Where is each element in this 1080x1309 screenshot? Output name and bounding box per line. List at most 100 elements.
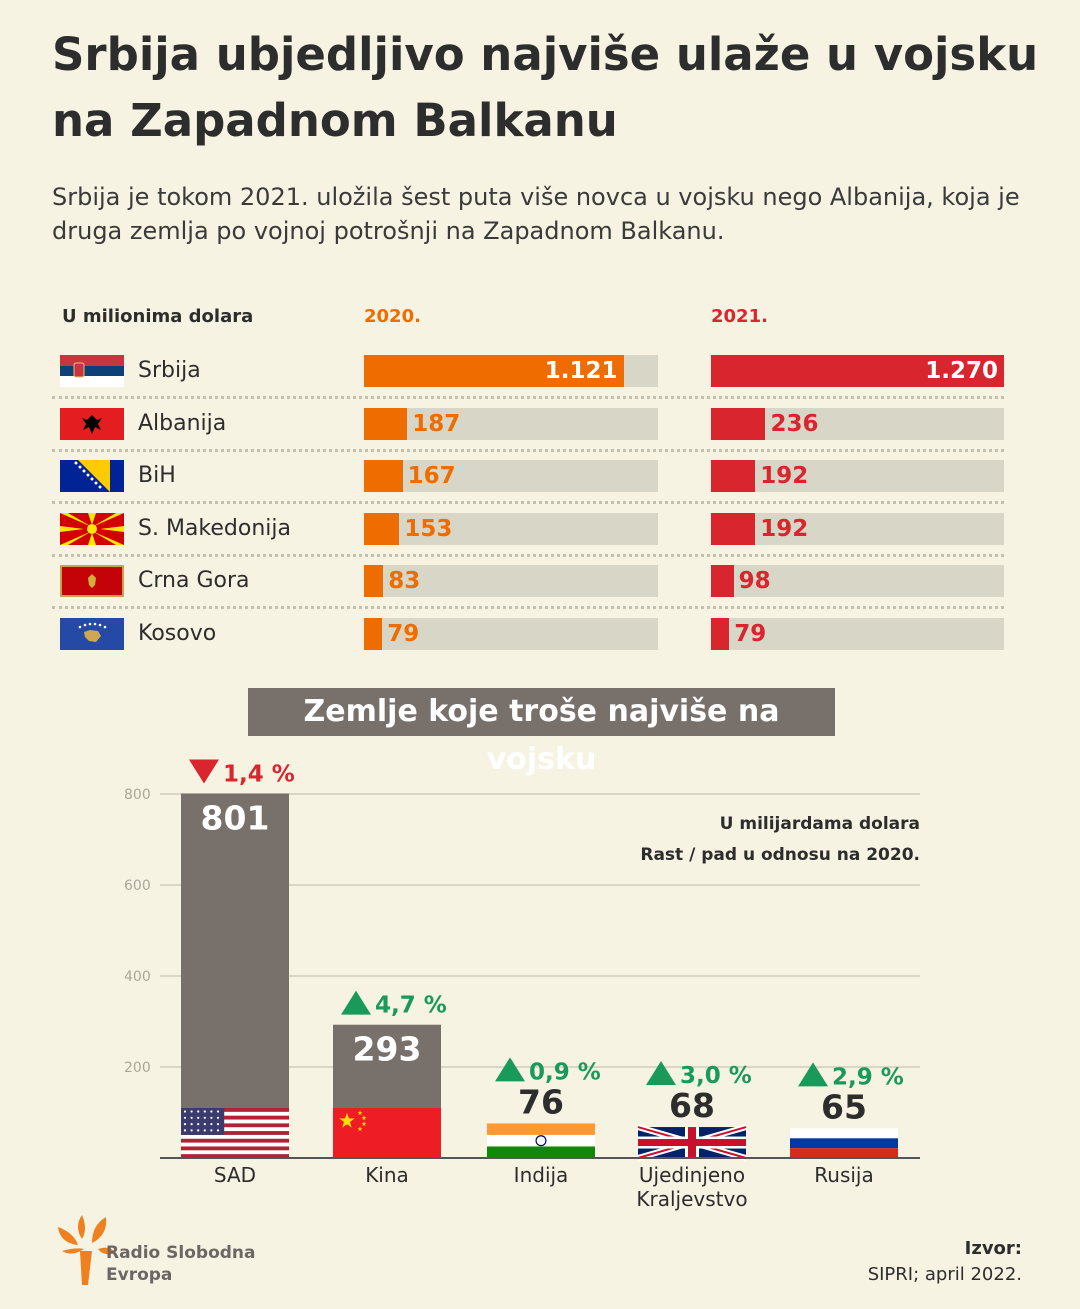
bar-2020 <box>364 512 400 545</box>
brand-line-2: Evropa <box>106 1265 173 1285</box>
albania-flag <box>60 407 124 440</box>
bar-2021 <box>711 512 756 545</box>
country-name: Kosovo <box>138 620 217 646</box>
country-name: S. Makedonija <box>138 515 291 541</box>
source-label: Izvor: <box>964 1238 1022 1259</box>
change-label: 3,0 % <box>680 1063 752 1089</box>
bar-track-2020: 167 <box>364 460 658 492</box>
value-label-2020: 167 <box>407 463 456 489</box>
value-label-2021: 1.270 <box>925 358 998 384</box>
bar-2020 <box>364 565 384 597</box>
value-label-2020: 187 <box>412 410 461 437</box>
brand-line-1: Radio Slobodna <box>106 1243 256 1263</box>
uk-flag <box>637 1124 747 1161</box>
bar-track-2021: 192 <box>711 460 1004 492</box>
bar-2020 <box>364 407 408 440</box>
rse-torch-icon <box>58 1215 116 1285</box>
world-value-label: 65 <box>821 1087 867 1126</box>
balkan-row: BiH 167 192 <box>52 460 1004 512</box>
triangle-up-icon <box>646 1061 676 1086</box>
serbia-flag <box>60 355 124 387</box>
change-label: 0,9 % <box>529 1059 601 1085</box>
world-value-label: 801 <box>201 799 270 838</box>
value-label-2021: 98 <box>738 568 771 594</box>
world-value-label: 68 <box>669 1086 715 1125</box>
china-flag <box>333 1108 441 1158</box>
row-separator <box>52 606 1004 609</box>
triangle-up-icon <box>798 1062 828 1087</box>
row-separator <box>52 553 1004 557</box>
y-tick-label: 400 <box>124 969 151 985</box>
country-name: BiH <box>138 463 176 488</box>
balkan-row: S. Makedonija 153 192 <box>52 512 1004 565</box>
balkan-row: Albanija 187 236 <box>52 407 1004 460</box>
bar-2020 <box>364 355 624 387</box>
world-bar <box>333 1024 441 1108</box>
bar-2021 <box>711 355 1004 387</box>
value-label-2020: 79 <box>387 620 420 647</box>
bar-track-2021: 1.270 <box>711 355 1004 387</box>
russia-flag <box>790 1128 898 1159</box>
bar-2020 <box>364 460 403 492</box>
value-label-2020: 83 <box>388 568 421 594</box>
world-category-label: Ujedinjeno <box>639 1163 745 1187</box>
bar-track-2020: 1.121 <box>364 355 658 387</box>
bar-2021 <box>711 407 766 440</box>
section-title: Zemlje koje troše najviše na vojsku <box>248 688 835 777</box>
bar-track-2021: 79 <box>711 617 1004 650</box>
world-category-label: SAD <box>214 1163 256 1187</box>
value-label-2021: 192 <box>760 515 809 542</box>
balkan-row: Srbija 1.121 1.270 <box>52 355 1004 407</box>
world-category-label: Kina <box>365 1163 409 1187</box>
brand-name: Radio Slobodna Evropa <box>106 1242 256 1286</box>
value-label-2020: 153 <box>404 515 453 542</box>
bar-track-2021: 236 <box>711 407 1004 440</box>
value-label-2021: 236 <box>770 410 819 437</box>
bar-track-2020: 187 <box>364 407 658 440</box>
bih-flag <box>60 460 124 492</box>
country-name: Albanija <box>138 410 227 436</box>
change-note: Rast / pad u odnosu na 2020. <box>640 845 920 865</box>
country-name: Crna Gora <box>138 568 250 593</box>
y-tick-label: 600 <box>124 878 151 894</box>
bar-track-2021: 98 <box>711 565 1004 597</box>
bar-track-2020: 79 <box>364 617 658 650</box>
value-label-2020: 1.121 <box>544 358 618 384</box>
value-label-2021: 192 <box>760 463 809 489</box>
change-label: 2,9 % <box>832 1064 904 1090</box>
india-flag <box>487 1123 595 1159</box>
units-note: U milijardama dolara <box>719 814 920 834</box>
triangle-up-icon <box>341 990 371 1015</box>
row-separator <box>52 501 1004 504</box>
change-label: 4,7 % <box>375 993 447 1019</box>
world-category-label: Kraljevstvo <box>636 1187 747 1211</box>
world-value-label: 293 <box>353 1030 422 1069</box>
bar-2021 <box>711 565 734 597</box>
y-tick-label: 800 <box>124 787 151 803</box>
balkan-row: Crna Gora 83 98 <box>52 565 1004 617</box>
bar-track-2020: 83 <box>364 565 658 597</box>
bar-track-2021: 192 <box>711 512 1004 545</box>
world-bar <box>181 793 289 1108</box>
row-separator <box>52 396 1004 399</box>
units-label: U milionima dolara <box>62 306 254 327</box>
balkan-row: Kosovo 79 79 <box>52 617 1004 670</box>
bar-2021 <box>711 617 730 650</box>
value-label-2021: 79 <box>734 620 767 647</box>
page-subtitle: Srbija je tokom 2021. uložila šest puta … <box>52 183 1020 245</box>
year-2020-label: 2020. <box>364 306 421 327</box>
source-text: SIPRI; april 2022. <box>867 1264 1022 1285</box>
triangle-down-icon <box>189 759 219 784</box>
usa-flag <box>181 1108 289 1159</box>
montenegro-flag <box>60 565 124 597</box>
country-name: Srbija <box>138 358 201 383</box>
year-2021-label: 2021. <box>711 306 768 327</box>
world-value-label: 76 <box>518 1082 564 1121</box>
kosovo-flag <box>60 617 124 650</box>
bar-2021 <box>711 460 756 492</box>
bar-track-2020: 153 <box>364 512 658 545</box>
world-category-label: Rusija <box>814 1163 873 1187</box>
north-macedonia-flag <box>60 512 124 545</box>
world-category-label: Indija <box>514 1163 569 1187</box>
